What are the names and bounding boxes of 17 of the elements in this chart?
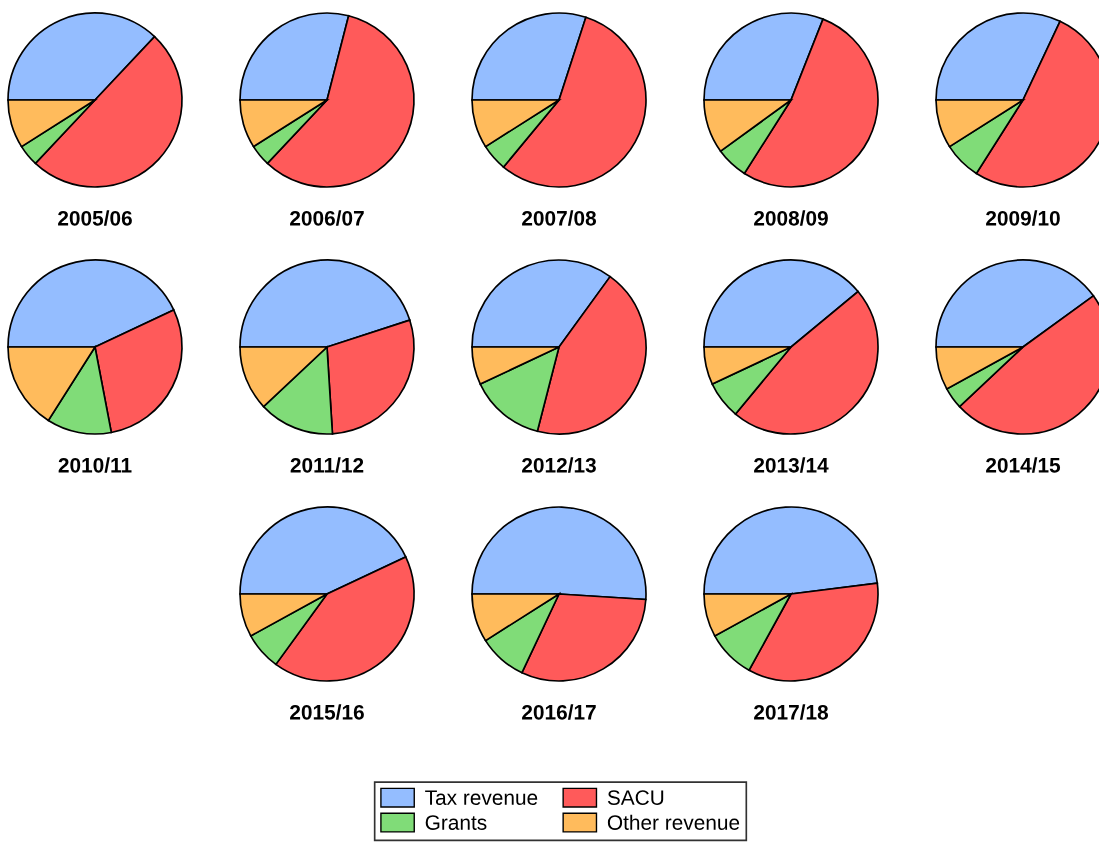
text: 2009/10 xyxy=(986,210,1060,226)
text: 2015/16 xyxy=(290,704,364,720)
text: 2017/18 xyxy=(754,704,829,720)
text: 2014/15 xyxy=(986,457,1061,473)
text: 2013/14 xyxy=(754,457,829,473)
text: 2006/07 xyxy=(290,210,364,226)
text: 2012/13 xyxy=(522,457,596,473)
text: 2005/06 xyxy=(58,210,132,226)
text: 2011/12 xyxy=(290,457,364,473)
legend-label: Grants xyxy=(425,815,487,830)
text: 2008/09 xyxy=(754,210,828,226)
text: 2016/17 xyxy=(522,704,596,720)
text: 2007/08 xyxy=(522,210,597,226)
legend-label: Other revenue xyxy=(607,814,740,830)
legend-label: SACU xyxy=(607,790,664,805)
text: 2010/11 xyxy=(58,457,132,473)
legend-label: Tax revenue xyxy=(425,790,538,805)
